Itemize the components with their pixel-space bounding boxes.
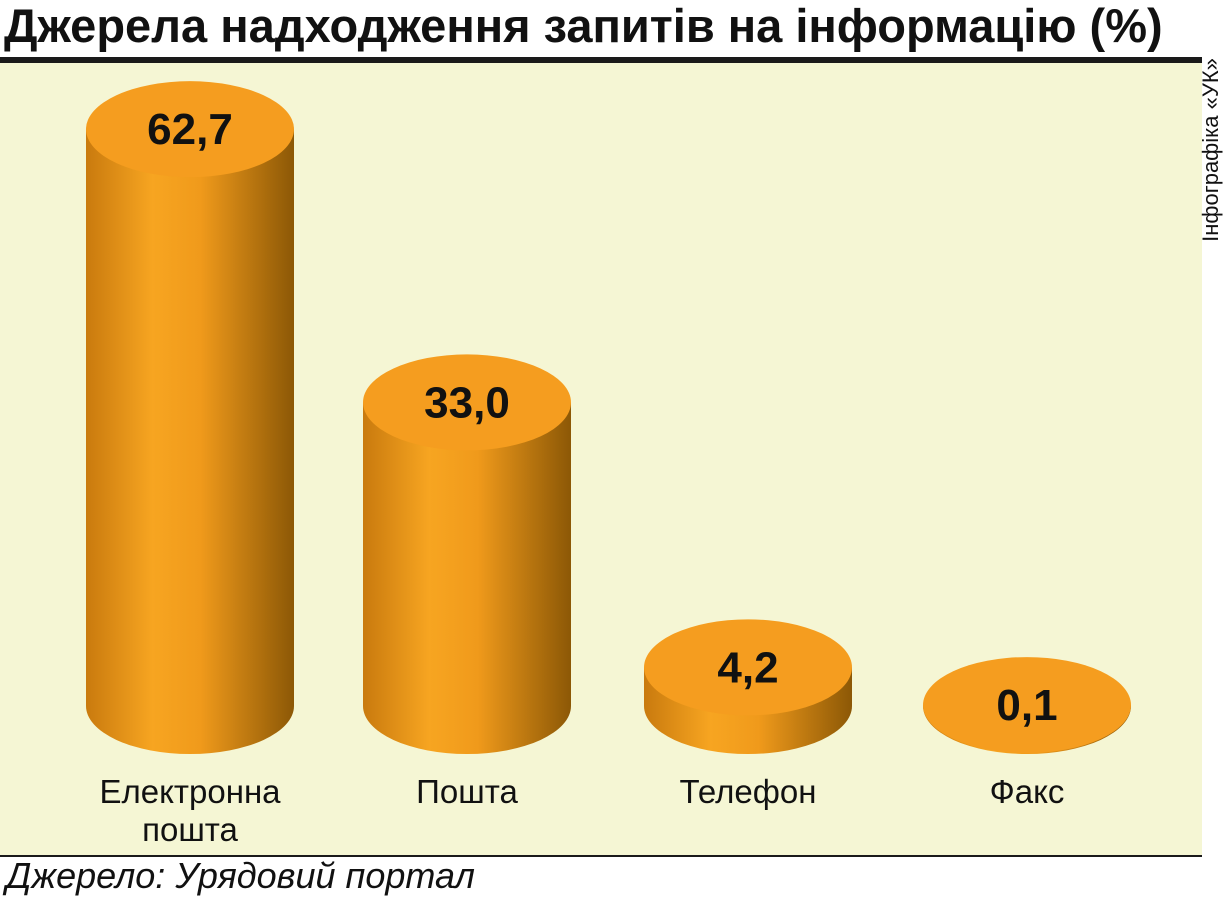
source-rule <box>0 855 1202 857</box>
bar-top <box>363 354 571 451</box>
bar-cylinder: 4,2 Телефон <box>644 619 852 810</box>
value-label: 33,0 <box>424 378 510 427</box>
bar-body <box>86 129 294 754</box>
title-rule <box>0 57 1202 63</box>
category-label: Електронна <box>99 773 281 810</box>
bar-top <box>86 81 294 178</box>
bar-top <box>923 657 1131 754</box>
value-label: 62,7 <box>147 105 233 154</box>
category-label: Телефон <box>680 773 817 810</box>
category-label: Пошта <box>416 773 518 810</box>
bar-top <box>644 619 852 716</box>
value-label: 4,2 <box>717 643 778 692</box>
bar-body <box>363 402 571 754</box>
bar-cylinder: 33,0 Пошта <box>363 354 571 810</box>
value-label: 0,1 <box>996 681 1057 730</box>
category-label: пошта <box>142 811 238 848</box>
chart-title: Джерела надходження запитів на інформаці… <box>4 0 1163 52</box>
source-note: Джерело: Урядовий портал <box>6 855 475 896</box>
bar-cylinder: 0,1 Факс <box>923 657 1131 810</box>
category-label: Факс <box>990 773 1065 810</box>
